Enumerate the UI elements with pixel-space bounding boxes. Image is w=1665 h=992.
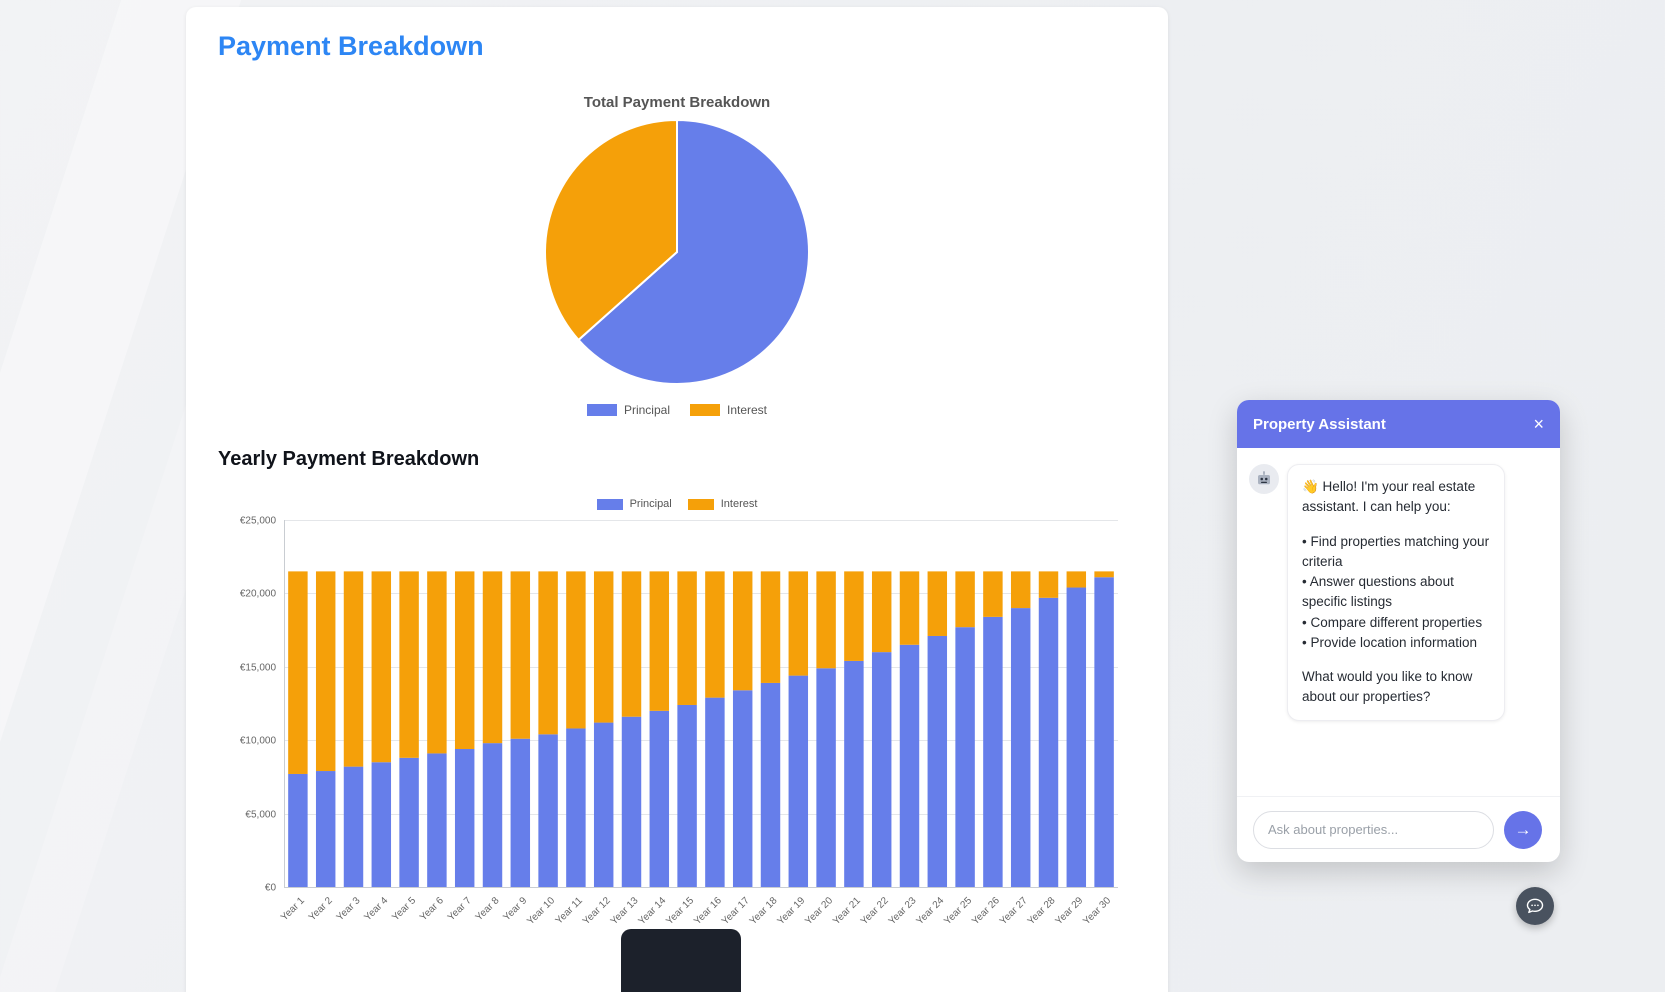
dark-panel-partial[interactable] [621,929,741,992]
payment-breakdown-card: Payment Breakdown Total Payment Breakdow… [186,7,1168,992]
send-button[interactable]: → [1504,810,1542,849]
legend-label: Interest [727,403,768,417]
yearly-payment-bar-chart [222,508,1126,965]
legend-item-interest[interactable]: Interest [690,403,767,417]
assistant-message-bubble: 👋 Hello! I'm your real estate assistant.… [1287,464,1505,721]
spacer [1302,653,1490,667]
legend-label: Principal [623,403,670,417]
chat-header: Property Assistant × [1237,400,1560,448]
legend-swatch [596,498,623,510]
message-bullet: • Provide location information [1302,634,1478,650]
pie-chart-legend: Principal Interest [186,403,1168,417]
legend-swatch [687,498,714,510]
assistant-message-row: 👋 Hello! I'm your real estate assistant.… [1249,464,1548,721]
legend-item-interest[interactable]: Interest [687,498,758,510]
page-title: Payment Breakdown [218,31,484,61]
legend-label: Principal [629,498,672,510]
bar-chart-legend: Principal Interest [186,498,1168,510]
send-arrow-icon: → [1514,819,1532,839]
legend-label: Interest [720,498,758,510]
message-bullet: • Find properties matching your criteria [1302,533,1490,569]
chat-body: 👋 Hello! I'm your real estate assistant.… [1237,448,1560,796]
robot-avatar-icon [1249,464,1279,494]
bar-section-title: Yearly Payment Breakdown [218,448,480,470]
message-bullet: • Answer questions about specific listin… [1302,574,1454,610]
total-payment-pie-chart [541,116,813,388]
message-outro: What would you like to know about our pr… [1302,669,1473,705]
pie-chart-title: Total Payment Breakdown [583,94,771,111]
message-bullet: • Compare different properties [1302,614,1483,630]
speech-bubble-icon [1525,896,1545,916]
close-icon[interactable]: × [1533,414,1544,434]
legend-item-principal[interactable]: Principal [596,498,672,510]
property-assistant-widget: Property Assistant × 👋 Hello! I'm your r… [1237,400,1560,862]
legend-swatch [586,404,617,416]
chat-input-bar: → [1237,796,1560,862]
legend-item-principal[interactable]: Principal [586,403,670,417]
chat-message-input[interactable] [1253,810,1494,849]
legend-swatch [690,404,720,416]
chat-title: Property Assistant [1253,415,1386,433]
spacer [1302,518,1490,532]
chat-launcher-button[interactable] [1516,887,1554,925]
message-intro: 👋 Hello! I'm your real estate assistant.… [1302,479,1476,515]
